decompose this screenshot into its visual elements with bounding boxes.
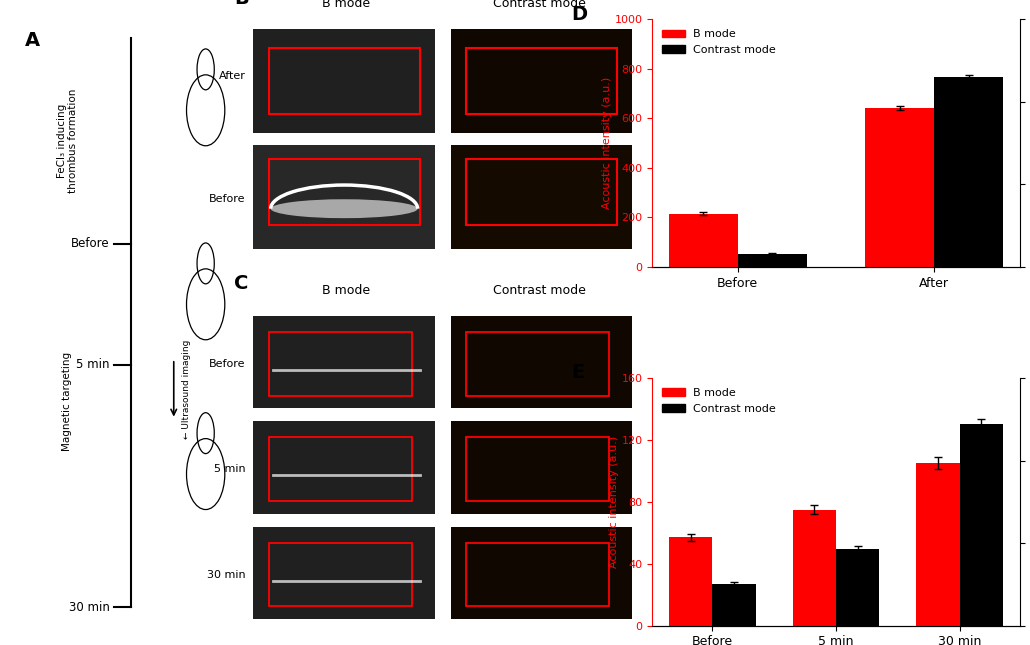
Text: D: D <box>572 5 587 23</box>
Text: 5 min: 5 min <box>214 464 245 474</box>
Text: FeCl₃ inducing
thrombus formation: FeCl₃ inducing thrombus formation <box>57 88 78 193</box>
Bar <box>934 77 1003 267</box>
Text: B mode: B mode <box>322 284 370 297</box>
Bar <box>466 159 617 225</box>
Text: A: A <box>25 32 40 50</box>
Bar <box>253 526 435 619</box>
Bar <box>269 332 412 395</box>
Bar <box>836 550 880 626</box>
Legend: B mode, Contrast mode: B mode, Contrast mode <box>658 384 781 418</box>
Text: Before: Before <box>209 194 245 204</box>
Bar <box>670 537 713 626</box>
Text: B: B <box>234 0 248 8</box>
Bar <box>269 48 419 114</box>
Text: Contrast mode: Contrast mode <box>493 284 586 297</box>
Bar <box>450 29 632 133</box>
Y-axis label: Acoustic intensity (a.u.): Acoustic intensity (a.u.) <box>602 77 612 209</box>
Bar <box>466 332 609 395</box>
Text: E: E <box>572 363 585 382</box>
Bar <box>466 48 617 114</box>
Bar <box>253 421 435 514</box>
Bar <box>466 542 609 606</box>
Bar <box>253 315 435 408</box>
Y-axis label: Acoustic intensity (a.u.): Acoustic intensity (a.u.) <box>609 436 619 568</box>
Text: Contrast mode: Contrast mode <box>493 0 586 10</box>
Bar <box>713 584 756 626</box>
Bar <box>253 144 435 249</box>
Bar <box>917 463 960 626</box>
Bar <box>269 437 412 501</box>
Text: C: C <box>234 274 248 293</box>
Bar <box>670 213 737 267</box>
Text: Before: Before <box>209 359 245 369</box>
Text: ← Ultrasound imaging: ← Ultrasound imaging <box>182 339 192 439</box>
Bar <box>450 315 632 408</box>
Bar <box>466 437 609 501</box>
Bar <box>450 144 632 249</box>
Bar <box>865 108 934 267</box>
Text: 5 min: 5 min <box>76 359 110 372</box>
Text: 30 min: 30 min <box>207 570 245 579</box>
Bar <box>253 29 435 133</box>
Text: 30 min: 30 min <box>69 601 110 614</box>
Bar <box>450 526 632 619</box>
Bar <box>737 254 806 267</box>
Legend: B mode, Contrast mode: B mode, Contrast mode <box>658 25 781 59</box>
Text: Before: Before <box>71 237 110 250</box>
Text: After: After <box>218 71 245 81</box>
Bar <box>269 542 412 606</box>
Text: B mode: B mode <box>322 0 370 10</box>
Bar <box>793 510 836 626</box>
Bar <box>269 159 419 225</box>
Bar <box>450 421 632 514</box>
Text: Magnetic targeting: Magnetic targeting <box>63 352 72 451</box>
Ellipse shape <box>271 199 417 218</box>
Bar <box>960 424 1003 626</box>
